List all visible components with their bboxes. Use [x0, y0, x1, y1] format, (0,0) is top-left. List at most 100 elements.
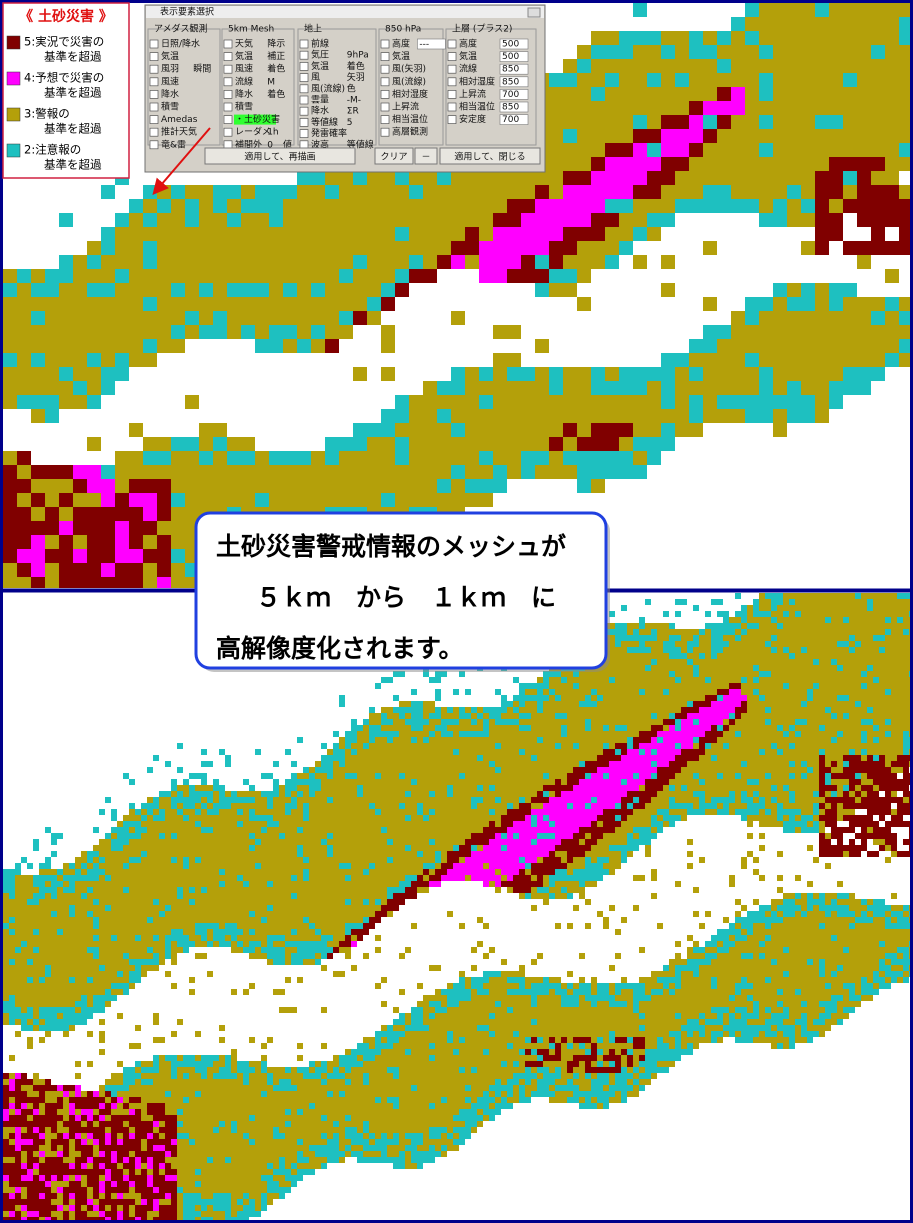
mesh-cell — [27, 941, 165, 947]
checkbox[interactable] — [380, 77, 390, 87]
checkbox[interactable] — [223, 115, 233, 124]
checkbox[interactable] — [223, 90, 233, 99]
mesh-cell — [777, 1043, 783, 1049]
dropdown[interactable] — [499, 51, 529, 62]
dropdown[interactable] — [499, 89, 529, 100]
checkbox[interactable] — [223, 39, 233, 49]
mesh-cell — [639, 689, 645, 695]
mesh-cell — [45, 893, 51, 899]
mesh-cell — [531, 905, 537, 911]
mesh-cell — [303, 845, 327, 851]
mesh-cell — [621, 851, 627, 857]
mesh-cell — [111, 1205, 117, 1211]
checkbox[interactable] — [149, 115, 159, 124]
mesh-cell — [183, 803, 195, 809]
checkbox[interactable] — [299, 73, 309, 82]
mesh-cell — [795, 725, 819, 731]
checkbox[interactable] — [447, 52, 457, 61]
checkbox[interactable] — [447, 90, 457, 99]
mesh-cell — [39, 1091, 45, 1097]
mesh-cell — [135, 1181, 147, 1187]
mesh-cell — [351, 1139, 369, 1145]
checkbox[interactable] — [223, 127, 233, 137]
dropdown[interactable] — [499, 114, 529, 125]
checkbox[interactable] — [447, 77, 457, 87]
group-header: 地上 — [304, 23, 322, 35]
mesh-cell — [549, 451, 563, 465]
mesh-cell — [441, 863, 453, 869]
checkbox[interactable] — [380, 102, 390, 112]
checkbox[interactable] — [149, 64, 159, 74]
checkbox[interactable] — [149, 127, 159, 137]
mesh-cell — [111, 1151, 117, 1157]
mesh-cell — [573, 905, 579, 911]
checkbox[interactable] — [299, 118, 309, 127]
checkbox[interactable] — [447, 102, 457, 112]
mesh-cell — [339, 1055, 357, 1061]
mesh-cell — [633, 743, 639, 749]
mesh-cell — [99, 917, 147, 923]
mesh-cell — [309, 767, 315, 773]
checkbox[interactable] — [149, 102, 159, 112]
mesh-cell — [3, 493, 17, 507]
checkbox[interactable] — [380, 52, 390, 61]
checkbox[interactable] — [299, 95, 309, 105]
checkbox[interactable] — [380, 90, 390, 99]
mesh-cell — [269, 283, 283, 297]
checkbox[interactable] — [223, 64, 233, 74]
checkbox[interactable] — [380, 64, 390, 74]
mesh-cell — [705, 1013, 717, 1019]
button[interactable] — [374, 147, 414, 165]
button[interactable] — [414, 147, 438, 165]
mesh-cell — [597, 797, 621, 803]
checkbox[interactable] — [299, 84, 309, 94]
mesh-cell — [381, 1049, 405, 1055]
checkbox[interactable] — [447, 64, 457, 74]
mesh-cell — [777, 905, 801, 911]
checkbox[interactable] — [447, 115, 457, 124]
mesh-cell — [309, 857, 387, 863]
checkbox[interactable] — [149, 90, 159, 99]
mesh-cell — [675, 785, 681, 791]
checkbox[interactable] — [223, 52, 233, 61]
checkbox[interactable] — [299, 129, 309, 138]
checkbox[interactable] — [380, 127, 390, 137]
checkbox[interactable] — [149, 52, 159, 61]
checkbox[interactable] — [149, 39, 159, 49]
option-value: 850 — [502, 77, 519, 87]
dropdown[interactable] — [499, 63, 529, 75]
mesh-cell — [837, 791, 843, 797]
mesh-cell — [471, 983, 483, 989]
checkbox[interactable] — [149, 77, 159, 87]
dropdown[interactable] — [417, 38, 446, 50]
checkbox[interactable] — [447, 39, 457, 49]
mesh-cell — [567, 971, 573, 977]
checkbox[interactable] — [299, 62, 309, 71]
checkbox[interactable] — [299, 106, 309, 116]
checkbox[interactable] — [299, 39, 309, 49]
mesh-cell — [33, 839, 39, 845]
dropdown[interactable] — [499, 101, 529, 113]
checkbox[interactable] — [223, 77, 233, 87]
checkbox[interactable] — [149, 140, 159, 150]
dropdown[interactable] — [499, 76, 529, 88]
dropdown[interactable] — [499, 38, 529, 50]
mesh-cell — [157, 535, 171, 549]
mesh-cell — [771, 1025, 777, 1031]
mesh-cell — [777, 875, 783, 881]
checkbox[interactable] — [380, 39, 390, 49]
close-button[interactable] — [527, 7, 541, 18]
mesh-cell — [237, 1073, 243, 1079]
button[interactable] — [204, 147, 356, 165]
mesh-cell — [135, 1211, 147, 1217]
mesh-cell — [885, 157, 910, 171]
mesh-cell — [153, 917, 261, 923]
mesh-cell — [309, 1067, 315, 1073]
checkbox[interactable] — [223, 102, 233, 112]
mesh-cell — [345, 875, 351, 881]
button[interactable] — [439, 147, 541, 165]
mesh-cell — [717, 59, 731, 73]
checkbox[interactable] — [299, 50, 309, 60]
mesh-cell — [141, 1157, 147, 1163]
checkbox[interactable] — [380, 115, 390, 124]
